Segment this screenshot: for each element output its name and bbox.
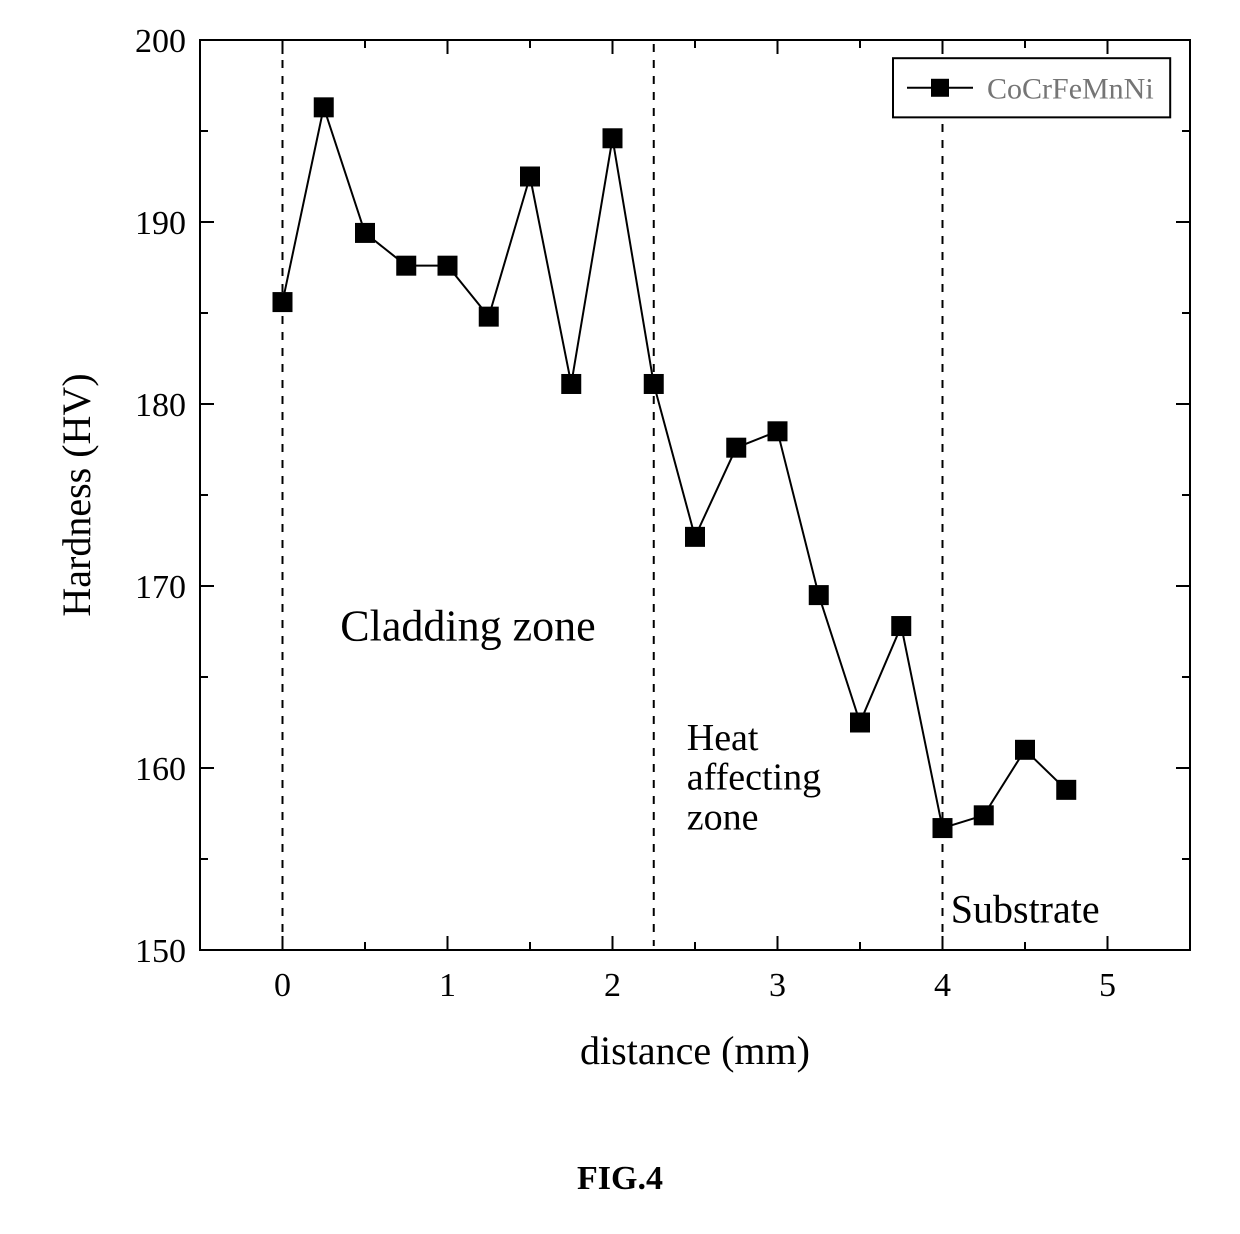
svg-text:5: 5: [1099, 967, 1116, 1004]
figure-container: 0 1 2 3 4 5 150 160 170 180 190 200 distance (mm) Har…: [0, 0, 1240, 1234]
svg-text:CoCrFeMnNi: CoCrFeMnNi: [987, 72, 1154, 105]
svg-text:170: 170: [135, 569, 186, 606]
hardness-chart: 0 1 2 3 4 5 150 160 170 180 190 200 distance (mm) Har…: [0, 0, 1240, 1234]
svg-text:Cladding zone: Cladding zone: [340, 602, 595, 651]
svg-text:2: 2: [604, 967, 621, 1004]
svg-text:Substrate: Substrate: [951, 887, 1100, 932]
svg-text:3: 3: [769, 967, 786, 1004]
svg-text:160: 160: [135, 751, 186, 788]
figure-caption: FIG.4: [0, 1160, 1240, 1198]
svg-text:1: 1: [439, 967, 456, 1004]
svg-text:Hardness (HV): Hardness (HV): [54, 373, 99, 616]
svg-text:distance (mm): distance (mm): [580, 1028, 810, 1073]
svg-text:190: 190: [135, 205, 186, 242]
svg-text:4: 4: [934, 967, 951, 1004]
svg-text:200: 200: [135, 23, 186, 60]
svg-text:180: 180: [135, 387, 186, 424]
svg-text:150: 150: [135, 933, 186, 970]
svg-text:0: 0: [274, 967, 291, 1004]
